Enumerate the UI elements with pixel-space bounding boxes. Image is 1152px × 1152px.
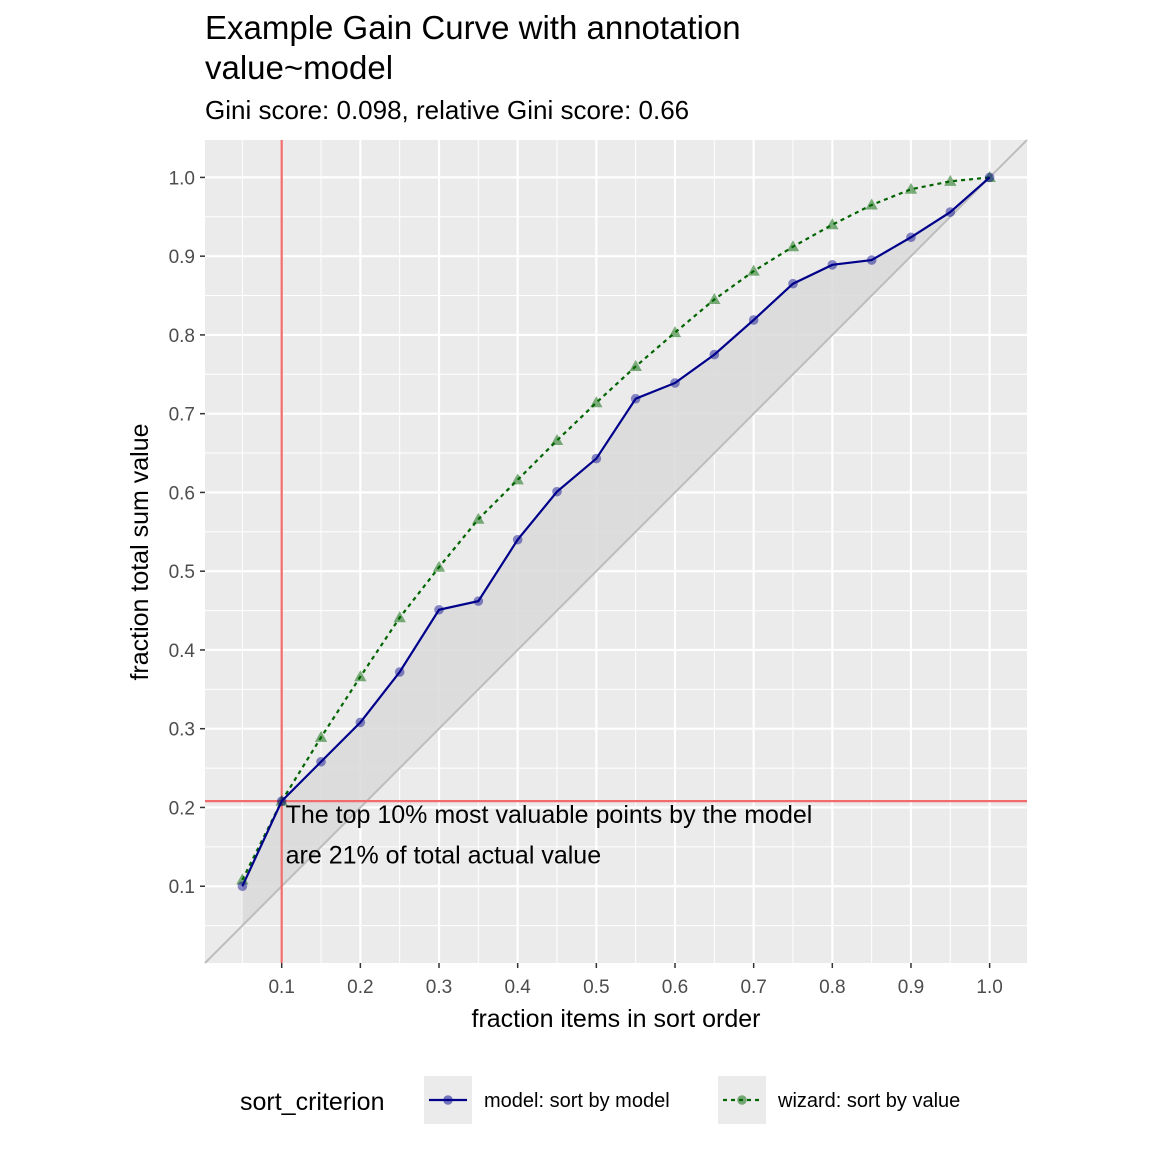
y-tick-label: 0.9 <box>169 247 195 268</box>
model-point <box>512 534 523 545</box>
y-tick-label: 0.5 <box>169 562 195 583</box>
y-tick-label: 0.1 <box>169 877 195 898</box>
x-tick-label: 1.0 <box>976 977 1002 998</box>
model-point <box>473 596 484 606</box>
wizard-point <box>590 396 603 408</box>
x-tick-label: 0.5 <box>583 977 609 998</box>
model-point <box>788 278 798 289</box>
wizard-point <box>747 264 760 276</box>
x-tick-label: 0.6 <box>662 977 688 998</box>
wizard-series-line <box>241 176 990 881</box>
wizard-point <box>393 611 406 623</box>
wizard-point <box>472 512 485 524</box>
x-tick-label: 0.4 <box>504 977 531 998</box>
model-point <box>237 881 248 892</box>
wizard-point <box>904 182 918 194</box>
wizard-point <box>354 670 367 682</box>
x-tick-label: 0.2 <box>347 977 373 998</box>
chart-title-line-2: value~model <box>205 49 393 86</box>
wizard-point <box>668 326 682 338</box>
x-tick-label: 0.9 <box>898 977 924 998</box>
model-point <box>394 667 405 677</box>
y-tick-label: 1.0 <box>169 168 195 189</box>
wizard-point <box>865 198 878 210</box>
legend-keys <box>424 1076 766 1124</box>
annotation-text-line: are 21% of total actual value <box>286 842 601 870</box>
y-axis-title: fraction total sum value <box>126 423 154 680</box>
model-point <box>670 378 680 388</box>
model-point <box>355 717 366 728</box>
model-point <box>984 172 995 183</box>
y-tick-label: 0.3 <box>169 720 195 741</box>
model-point <box>630 393 641 404</box>
model-point <box>906 232 916 243</box>
x-axis-title: fraction items in sort order <box>472 1005 761 1033</box>
wizard-point <box>432 560 446 572</box>
annotation-text-line: The top 10% most valuable points by the … <box>286 801 813 829</box>
axis-ticks: 0.1 0.2 0.3 0.4 0.5 0.6 0.7 0.8 0.9 1.0 0.1 0.2 0.3 0… <box>169 168 1003 998</box>
legend-label-wizard: wizard: sort by value <box>777 1090 960 1112</box>
model-point <box>434 604 444 615</box>
model-point <box>866 255 877 265</box>
model-point <box>748 315 759 325</box>
y-tick-label: 0.8 <box>169 326 195 347</box>
legend-label-model: model: sort by model <box>484 1090 670 1112</box>
model-series-line <box>241 176 991 887</box>
x-tick-label: 0.7 <box>740 977 766 998</box>
wizard-point <box>511 473 524 485</box>
model-point <box>591 453 602 464</box>
y-tick-label: 0.6 <box>169 483 195 504</box>
series-layer <box>236 170 996 892</box>
model-point <box>276 796 287 806</box>
chart-subtitle: Gini score: 0.098, relative Gini score: … <box>205 95 689 125</box>
grid-lines <box>205 140 1027 963</box>
y-tick-label: 0.4 <box>169 641 196 662</box>
x-tick-label: 0.3 <box>426 977 452 998</box>
y-tick-label: 0.7 <box>169 405 195 426</box>
annotation-layer: The top 10% most valuable points by the … <box>286 801 813 870</box>
wizard-point <box>826 218 839 230</box>
model-point <box>316 756 326 767</box>
wizard-point <box>314 730 328 742</box>
legend: sort_criterion model: sort by model wiza… <box>240 1076 960 1124</box>
diagonal-line <box>204 139 1028 964</box>
wizard-point <box>629 359 642 371</box>
ribbon-layer <box>204 139 1028 964</box>
x-tick-label: 0.8 <box>819 977 845 998</box>
model-point <box>827 260 838 270</box>
legend-key-wizard-marker <box>737 1095 747 1105</box>
legend-title: sort_criterion <box>240 1088 385 1116</box>
wizard-point <box>786 240 800 252</box>
x-tick-label: 0.1 <box>268 977 294 998</box>
wizard-point <box>708 292 721 305</box>
legend-key-model-marker <box>443 1095 453 1105</box>
reference-line-layer <box>205 140 1027 963</box>
model-point <box>709 349 720 360</box>
y-tick-label: 0.2 <box>169 798 195 819</box>
model-point <box>945 207 956 217</box>
model-point <box>552 486 562 497</box>
wizard-point <box>944 174 957 186</box>
chart-title-line-1: Example Gain Curve with annotation <box>205 9 741 46</box>
wizard-point <box>550 433 564 446</box>
